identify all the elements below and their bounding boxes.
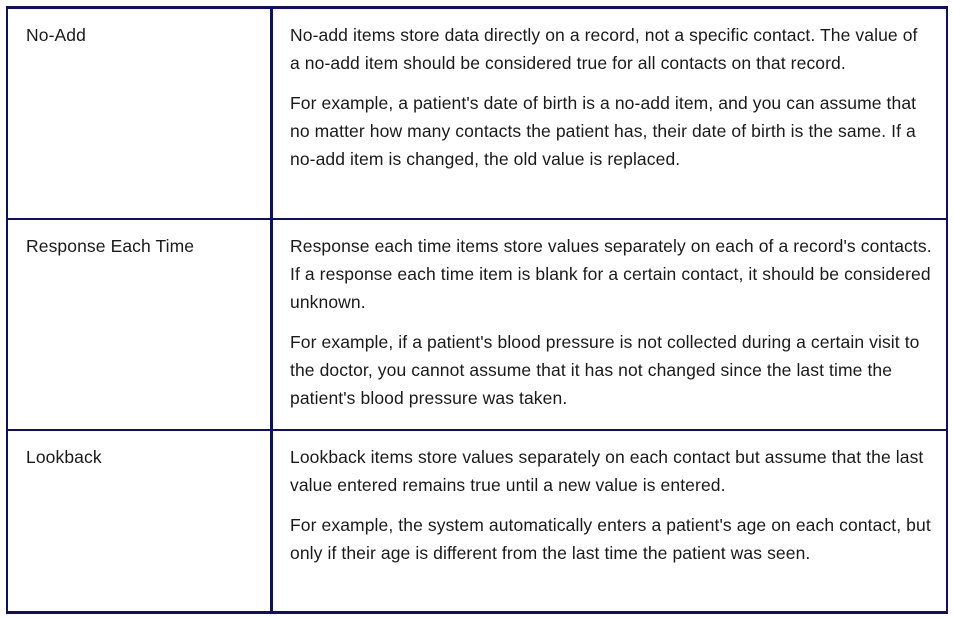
table-row: Response Each Time Response each time it… (6, 217, 948, 431)
table-row: No-Add No-add items store data directly … (6, 6, 948, 220)
description-paragraph: Response each time items store values se… (290, 235, 932, 312)
description-cell: No-add items store data directly on a re… (270, 6, 948, 220)
term-label: Response Each Time (26, 235, 195, 256)
description-cell: Response each time items store values se… (270, 217, 948, 431)
table-row: Lookback Lookback items store values sep… (6, 428, 948, 614)
example-paragraph: For example, a patient's date of birth i… (290, 93, 917, 169)
example-paragraph: For example, if a patient's blood pressu… (290, 331, 920, 408)
term-cell: No-Add (6, 6, 273, 220)
description-paragraph: Lookback items store values separately o… (290, 446, 924, 495)
item-types-table: No-Add No-add items store data directly … (6, 6, 948, 614)
example-paragraph: For example, the system automatically en… (290, 514, 931, 563)
term-cell: Response Each Time (6, 217, 273, 431)
term-label: Lookback (26, 446, 102, 467)
description-cell: Lookback items store values separately o… (270, 428, 948, 614)
term-cell: Lookback (6, 428, 273, 614)
term-label: No-Add (26, 25, 86, 45)
description-paragraph: No-add items store data directly on a re… (290, 25, 918, 73)
